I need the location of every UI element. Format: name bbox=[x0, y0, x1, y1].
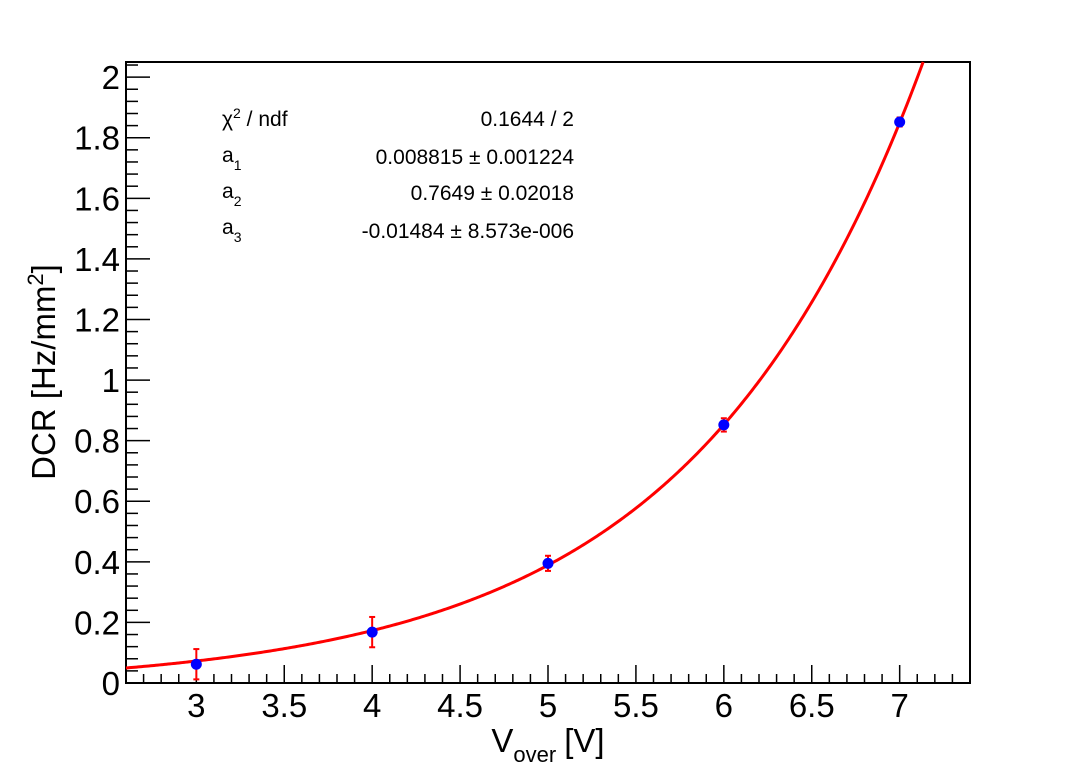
x-axis-title: Vover [V] bbox=[491, 722, 604, 767]
stats-value-chi2: 0.1644 / 2 bbox=[481, 108, 574, 131]
y-tick-label: 2 bbox=[102, 59, 120, 96]
stats-box: χ2 / ndf 0.1644 / 2 a1 0.008815 ± 0.0012… bbox=[222, 105, 574, 245]
y-tick-label: 1.6 bbox=[74, 180, 120, 217]
x-tick-label: 5.5 bbox=[613, 687, 659, 724]
y-tick-label: 0.2 bbox=[74, 604, 120, 641]
x-tick-label: 3 bbox=[187, 687, 205, 724]
y-tick-label: 0.4 bbox=[74, 544, 120, 581]
y-tick-label: 0.8 bbox=[74, 423, 120, 460]
stats-label-a3: a3 bbox=[222, 216, 242, 245]
x-tick-label: 6.5 bbox=[789, 687, 835, 724]
stats-value-a2: 0.7649 ± 0.02018 bbox=[411, 182, 574, 205]
y-tick-label: 1.4 bbox=[74, 241, 120, 278]
tick-labels: 3 3.5 4 4.5 5 5.5 6 6.5 7 0 0.2 0.4 0.6 0.8 1 1.2 1.4 1.6… bbox=[74, 59, 909, 724]
stats-label-chi2: χ2 / ndf bbox=[222, 105, 288, 131]
data-point bbox=[366, 626, 378, 638]
stats-label-a2: a2 bbox=[222, 180, 242, 209]
y-tick-label: 1.2 bbox=[74, 301, 120, 338]
y-axis-title: DCR [Hz/mm2] bbox=[23, 264, 62, 480]
y-tick-label: 1.8 bbox=[74, 120, 120, 157]
data-points bbox=[190, 116, 906, 670]
x-tick-label: 5 bbox=[539, 687, 557, 724]
fit-curve bbox=[125, 61, 925, 670]
y-tick-label: 0.6 bbox=[74, 483, 120, 520]
x-tick-label: 4 bbox=[363, 687, 381, 724]
x-tick-label: 4.5 bbox=[437, 687, 483, 724]
data-point bbox=[190, 658, 202, 670]
stats-label-a1: a1 bbox=[222, 144, 242, 173]
stats-value-a3: -0.01484 ± 8.573e-006 bbox=[362, 220, 574, 243]
y-tick-label: 1 bbox=[102, 362, 120, 399]
x-tick-label: 3.5 bbox=[261, 687, 307, 724]
stats-value-a1: 0.008815 ± 0.001224 bbox=[376, 146, 575, 169]
x-tick-label: 6 bbox=[715, 687, 733, 724]
data-point bbox=[894, 116, 906, 128]
data-point bbox=[542, 557, 554, 569]
y-tick-label: 0 bbox=[102, 665, 120, 702]
x-tick-label: 7 bbox=[890, 687, 908, 724]
axis-ticks bbox=[125, 64, 971, 684]
data-point bbox=[718, 419, 730, 431]
